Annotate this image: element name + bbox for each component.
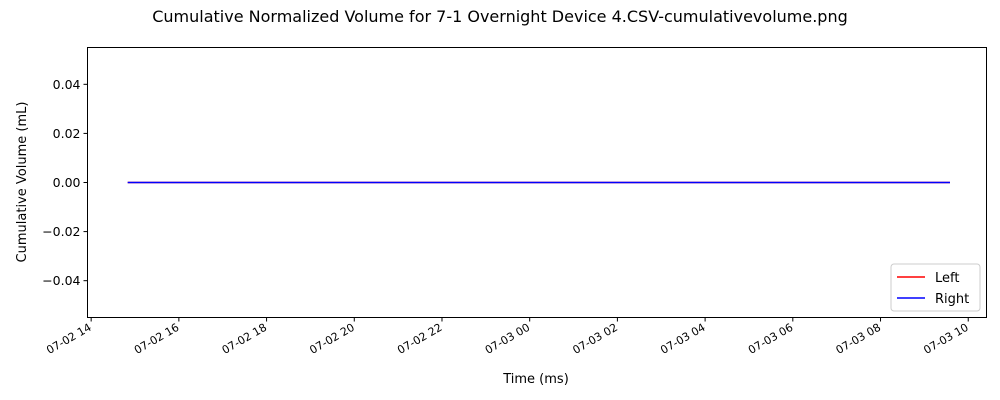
x-tick-label: 07-03 00 <box>483 321 532 357</box>
x-axis-label: Time (ms) <box>502 372 569 387</box>
y-axis-label: Cumulative Volume (mL) <box>15 102 30 263</box>
x-tick-label: 07-02 18 <box>220 321 269 357</box>
y-tick-label: −0.02 <box>42 224 80 239</box>
x-tick-label: 07-02 16 <box>132 321 181 357</box>
x-tick-label: 07-03 06 <box>746 321 795 357</box>
x-tick-label: 07-02 20 <box>307 321 356 357</box>
chart-title: Cumulative Normalized Volume for 7-1 Ove… <box>152 7 848 26</box>
x-axis-ticks: 07-02 14 07-02 16 07-02 18 07-02 20 07-02 22… <box>44 317 971 357</box>
x-tick-label: 07-03 08 <box>834 321 883 357</box>
x-tick-label: 07-03 10 <box>921 321 970 357</box>
legend-box <box>890 263 981 312</box>
y-tick-label: 0.00 <box>53 175 81 190</box>
y-tick-label: −0.04 <box>42 273 80 288</box>
x-tick-label: 07-02 14 <box>44 321 93 357</box>
y-tick-label: 0.02 <box>53 126 81 141</box>
legend-label-right: Right <box>935 292 969 307</box>
y-axis-ticks: 0.04 0.02 0.00 −0.02 −0.04 <box>42 77 88 288</box>
legend-label-left: Left <box>935 271 959 286</box>
y-tick-label: 0.04 <box>53 77 81 92</box>
x-tick-label: 07-03 02 <box>571 321 620 357</box>
x-tick-label: 07-02 22 <box>395 321 444 357</box>
x-tick-label: 07-03 04 <box>658 321 707 357</box>
legend: Left Right <box>890 263 981 312</box>
